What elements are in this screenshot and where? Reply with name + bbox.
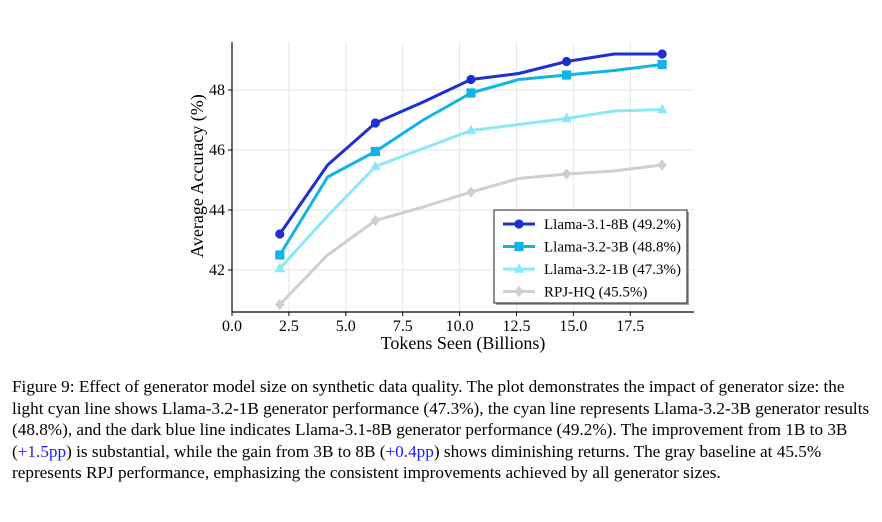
caption-text-3: ) shows diminishing returns. The gray ba…: [12, 441, 822, 483]
x-axis-label: Tokens Seen (Billions): [381, 333, 546, 354]
data-point: [656, 103, 668, 114]
data-point: [274, 262, 286, 273]
legend-label: Llama-3.2-1B (47.3%): [544, 262, 681, 278]
data-point: [370, 214, 381, 227]
data-point: [657, 49, 667, 59]
series-1: [275, 59, 667, 260]
data-point: [657, 159, 667, 171]
x-tick-label: 2.5: [279, 318, 299, 335]
x-tick-label: 15.0: [559, 318, 587, 335]
data-point: [370, 146, 380, 157]
x-tick-label: 10.0: [446, 318, 474, 335]
data-point: [561, 70, 572, 80]
caption-highlight-2: +0.4pp: [385, 441, 434, 461]
y-tick-label: 48: [209, 82, 225, 99]
legend-item-1: Llama-3.2-3B (48.8%): [503, 240, 681, 256]
legend-label: RPJ-HQ (45.5%): [544, 285, 647, 301]
caption-text-1: Figure 9: Effect of generator model size…: [12, 377, 870, 461]
data-point: [466, 186, 476, 198]
legend-item-0: Llama-3.1-8B (49.2%): [503, 217, 681, 233]
line-chart: 0.0 2.5 5.0 7.5 10.0 12.5 15.0 17.5 42 44 46 48 Tok…: [187, 42, 694, 354]
x-tick-label: 7.5: [393, 318, 413, 335]
legend-label: Llama-3.1-8B (49.2%): [544, 217, 681, 233]
y-axis-label: Average Accuracy (%): [187, 94, 208, 258]
axes: [231, 42, 694, 313]
x-tick-label: 17.5: [616, 318, 644, 335]
data-point: [466, 88, 476, 98]
y-tick-label: 46: [209, 142, 225, 159]
legend-marker: [514, 241, 524, 252]
x-tick-label: 12.5: [502, 318, 530, 335]
data-point: [561, 168, 572, 180]
data-point: [275, 250, 285, 260]
data-point: [370, 160, 381, 171]
data-point: [275, 298, 285, 311]
x-tick-label: 5.0: [336, 318, 356, 335]
data-point: [370, 118, 380, 128]
figure-caption: Figure 9: Effect of generator model size…: [12, 376, 874, 484]
tick-labels: 0.0 2.5 5.0 7.5 10.0 12.5 15.0 17.5 42 44 46 48: [209, 82, 644, 335]
data-point: [657, 59, 667, 70]
legend: Llama-3.1-8B (49.2%) Llama-3.2-3B (48.8%)…: [493, 209, 689, 305]
x-tick-label: 0.0: [222, 318, 242, 335]
data-point: [275, 229, 285, 239]
legend-marker: [513, 263, 525, 273]
data-point: [561, 56, 572, 67]
series-0: [275, 49, 667, 239]
y-tick-label: 44: [209, 202, 225, 219]
y-tick-label: 42: [209, 262, 225, 279]
legend-item-3: RPJ-HQ (45.5%): [503, 285, 647, 301]
series-3: [275, 159, 667, 311]
caption-text-2: ) is substantial, while the gain from 3B…: [66, 441, 386, 461]
legend-marker: [514, 285, 524, 298]
data-point: [465, 124, 477, 135]
series-layer: [274, 49, 668, 311]
data-point: [561, 112, 572, 123]
legend-item-2: Llama-3.2-1B (47.3%): [503, 262, 681, 278]
data-point: [466, 74, 476, 85]
legend-label: Llama-3.2-3B (48.8%): [544, 240, 681, 256]
legend-marker: [514, 219, 524, 229]
caption-highlight-1: +1.5pp: [17, 441, 67, 461]
series-2: [274, 103, 668, 273]
